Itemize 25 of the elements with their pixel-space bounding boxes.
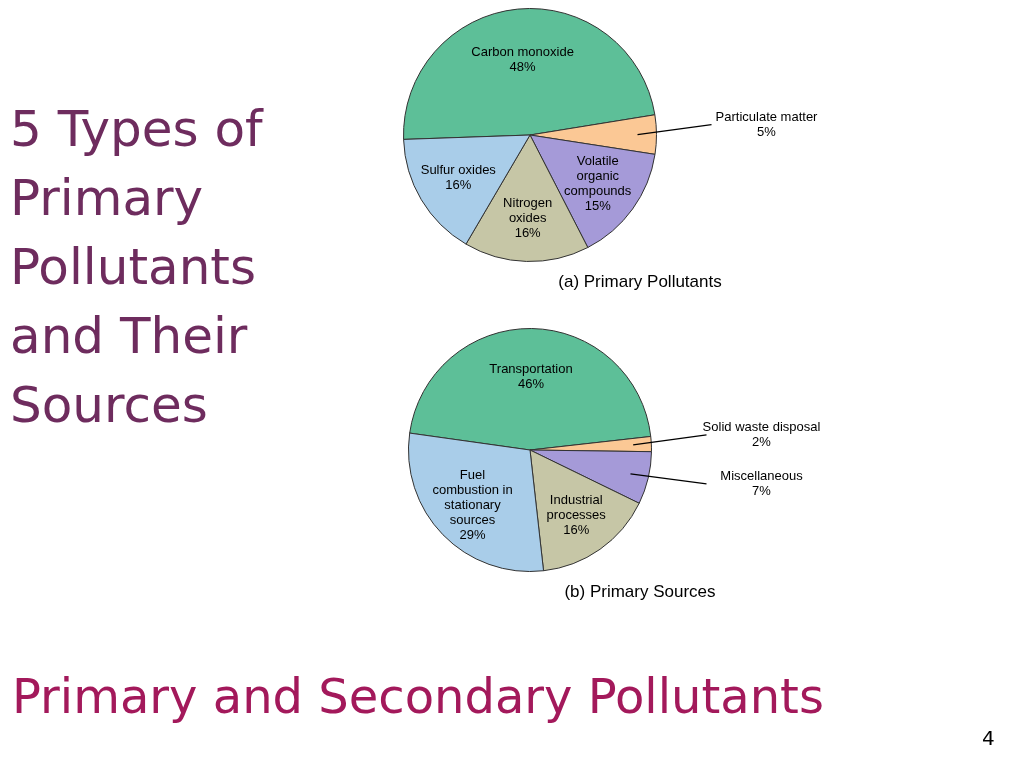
text: (b) Primary Sources xyxy=(563,582,717,602)
data-label: 16% xyxy=(445,176,472,192)
slice-label: Nitrogen oxides xyxy=(503,195,553,226)
slice-label: Carbon monoxide xyxy=(471,43,574,59)
text: (a) Primary Pollutants xyxy=(557,272,723,292)
slice-label: Industrial processes xyxy=(546,492,607,523)
data-label: 15% xyxy=(584,197,612,213)
data-label: 48% xyxy=(509,58,537,74)
data-label: 2% xyxy=(752,434,772,450)
data-label: 29% xyxy=(459,527,486,543)
data-label: 46% xyxy=(518,376,545,392)
text: 4 xyxy=(982,726,995,750)
slice-label: Sulfur oxides xyxy=(420,161,497,177)
data-label: 16% xyxy=(563,522,590,538)
text: 5 Types of Primary Pollutants and Their Sources xyxy=(10,99,265,436)
data-label: 5% xyxy=(757,123,777,139)
text: Primary and Secondary Pollutants xyxy=(12,668,824,724)
slice-label: Transportation xyxy=(489,361,573,377)
slice-label: Solid waste disposal xyxy=(702,419,821,435)
slice-label: Miscellaneous xyxy=(720,468,804,484)
slice-label: Volatile organic compounds xyxy=(564,152,632,198)
slice-label: Fuel combustion in stationary sources xyxy=(432,467,513,528)
slice-label: Particulate matter xyxy=(715,108,819,124)
data-label: 16% xyxy=(514,225,542,241)
data-label: 7% xyxy=(752,483,772,499)
